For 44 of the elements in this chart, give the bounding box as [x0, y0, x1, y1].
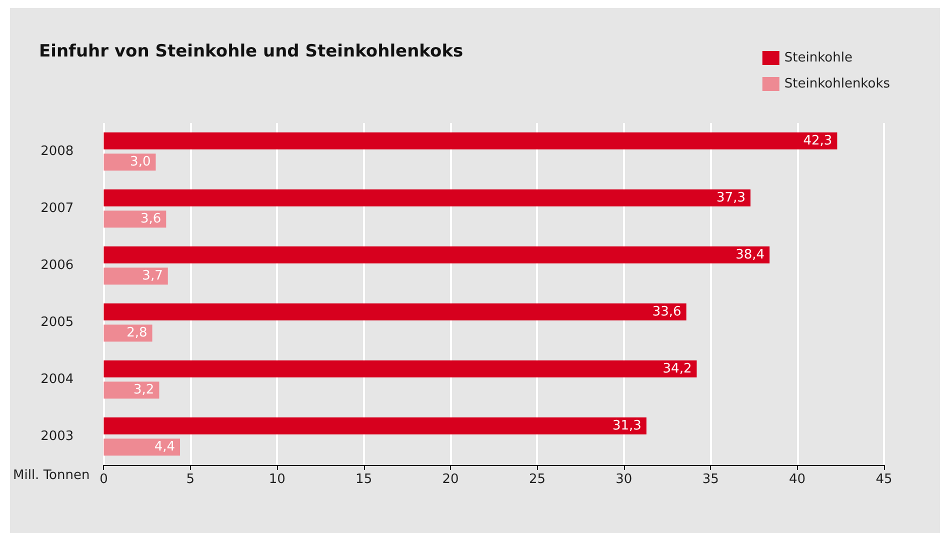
chart-title: Einfuhr von Steinkohle und Steinkohlenkoks [39, 42, 464, 62]
data-label: 31,3 [612, 418, 642, 434]
y-tick-label: 2007 [40, 201, 74, 216]
y-tick-label: 2006 [40, 258, 74, 273]
data-label: 38,4 [736, 247, 765, 262]
x-tick-label: 10 [268, 472, 286, 487]
legend-label: Steinkohlenkoks [784, 76, 890, 92]
bar [104, 438, 180, 456]
bar [104, 324, 152, 342]
bar [104, 210, 166, 228]
x-tick-label: 35 [702, 472, 719, 487]
x-tick-label: 15 [356, 472, 372, 487]
bar [104, 246, 770, 264]
x-tick-label: 45 [876, 472, 892, 487]
y-tick-label: 2005 [40, 315, 74, 330]
bar [104, 132, 838, 150]
bar [104, 360, 697, 378]
x-tick-label: 0 [100, 472, 108, 487]
y-tick-label: 2004 [40, 372, 74, 387]
bar [104, 268, 168, 285]
bar [104, 154, 156, 171]
data-label: 4,4 [154, 440, 176, 455]
legend-label: Steinkohle [784, 50, 852, 66]
y-tick-label: 2008 [40, 144, 74, 159]
x-tick-label: 25 [528, 472, 546, 487]
data-label: 3,6 [140, 212, 162, 227]
data-label: 34,2 [662, 361, 692, 376]
y-tick-label: 2003 [40, 429, 74, 444]
data-label: 37,3 [716, 190, 746, 206]
x-tick-label: 30 [616, 472, 632, 487]
x-axis-title: Mill. Tonnen [13, 468, 90, 483]
x-tick-label: 20 [442, 472, 459, 487]
x-tick-label: 5 [186, 472, 195, 487]
data-label: 42,3 [803, 133, 832, 148]
bar [104, 189, 750, 206]
bar [104, 417, 646, 434]
bar [104, 382, 160, 399]
data-label: 3,2 [134, 382, 154, 398]
data-label: 3,0 [130, 154, 151, 170]
data-label: 3,7 [142, 268, 163, 284]
bar [104, 303, 686, 320]
data-label: 33,6 [652, 304, 682, 320]
x-tick-label: 40 [789, 472, 806, 487]
data-label: 2,8 [126, 326, 148, 341]
